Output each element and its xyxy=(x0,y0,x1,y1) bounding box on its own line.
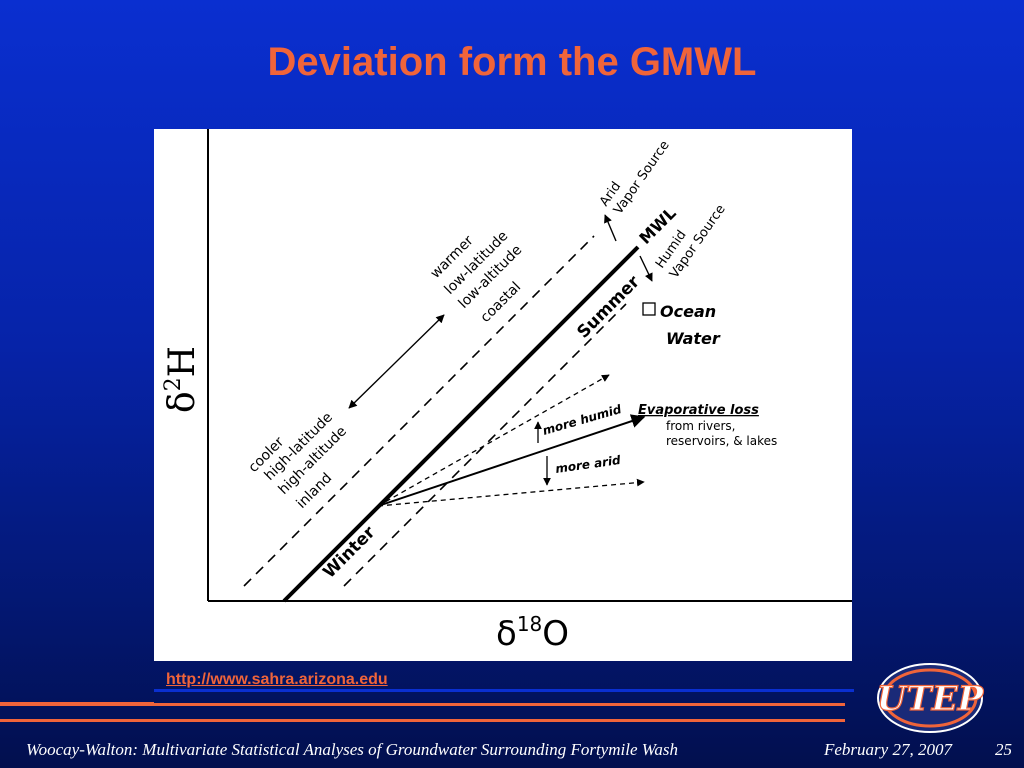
ocean-water-labels: Ocean Water xyxy=(660,302,721,348)
footer-rule-top xyxy=(154,689,854,692)
page-number: 25 xyxy=(995,740,1012,759)
x-axis-label: δ18O xyxy=(496,612,569,654)
arid-arrow xyxy=(604,214,617,242)
svg-text:UTEP: UTEP xyxy=(877,679,985,719)
utep-logo: UTEP xyxy=(876,663,985,733)
warmer-labels: warmer low-latitude low-altitude coastal xyxy=(428,228,526,326)
gmwl-diagram: δ2H δ18O MWL Summer Winter warmer low-la… xyxy=(154,129,852,661)
arid-vapor-labels: Arid Vapor Source xyxy=(597,138,673,217)
footer-rule-main-2 xyxy=(0,719,845,722)
footer-date: February 27, 2007 xyxy=(824,740,952,759)
evaporative-loss-details: from rivers, reservoirs, & lakes xyxy=(666,419,777,448)
summer-label: Summer xyxy=(573,272,644,343)
evaporative-loss-line xyxy=(377,414,646,507)
svg-text:Water: Water xyxy=(666,329,721,348)
source-link[interactable]: http://www.sahra.arizona.edu xyxy=(166,671,388,688)
svg-text:from rivers,: from rivers, xyxy=(666,419,736,433)
mwl-line xyxy=(282,245,640,603)
more-arid-label: more arid xyxy=(554,453,621,476)
humid-arrow xyxy=(639,255,653,282)
more-arid-line xyxy=(377,478,645,507)
footer-rule-main-1 xyxy=(0,703,845,706)
y-axis-label: δ2H xyxy=(161,346,203,413)
footer-presentation-title: Woocay-Walton: Multivariate Statistical … xyxy=(26,740,678,759)
upper-dashed-line xyxy=(243,235,595,587)
diagram-canvas: δ2H δ18O MWL Summer Winter warmer low-la… xyxy=(161,129,852,654)
ocean-water-square xyxy=(642,302,656,316)
winter-label: Winter xyxy=(319,522,379,582)
slide-title: Deviation form the GMWL xyxy=(267,40,757,84)
climate-double-arrow xyxy=(348,314,445,409)
evaporative-loss-title: Evaporative loss xyxy=(638,403,759,418)
lower-dashed-line xyxy=(343,303,627,587)
svg-text:Ocean: Ocean xyxy=(660,302,716,321)
svg-text:reservoirs, & lakes: reservoirs, & lakes xyxy=(666,434,777,448)
